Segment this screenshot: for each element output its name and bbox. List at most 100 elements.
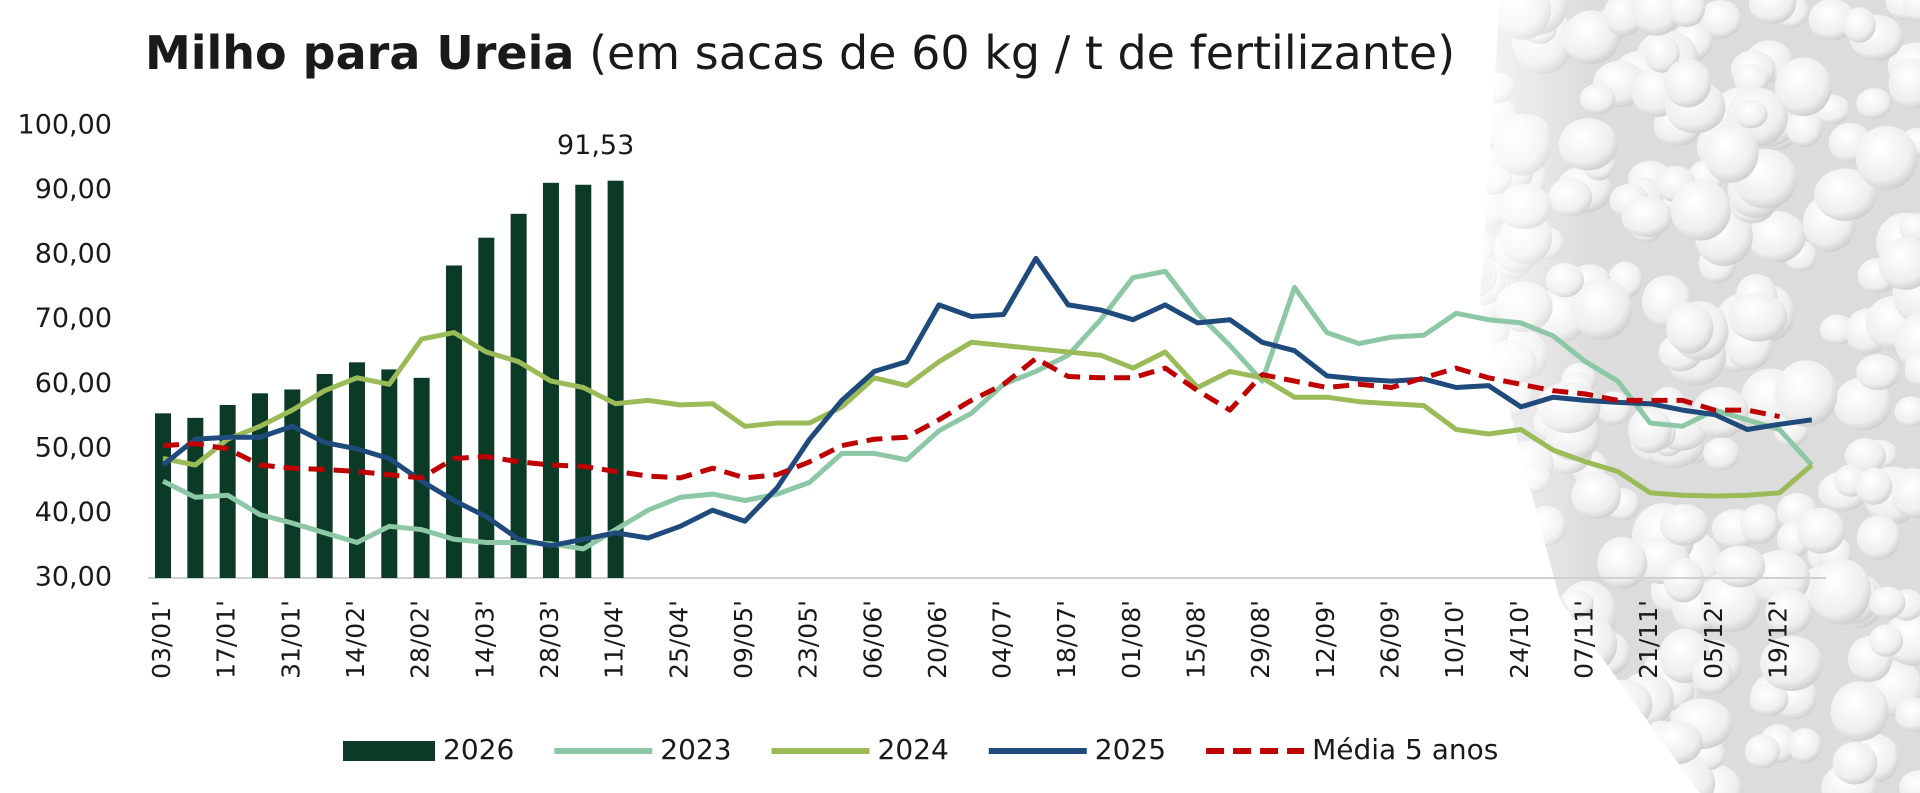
x-tick-label: 07/11' [1570,600,1599,679]
x-tick-label: 26/09' [1376,600,1405,679]
pellet [1728,292,1788,342]
bar [284,389,301,578]
pellet [1740,504,1779,544]
pellet [1796,507,1845,554]
x-tick-label: 05/12' [1699,600,1728,679]
pellet [1659,504,1709,546]
pellet [1596,679,1653,729]
pellet [1760,635,1824,691]
legend-label: 2023 [660,733,731,766]
pellet [1667,0,1706,28]
x-tick-label: 10/10' [1440,600,1469,679]
pellet [1814,168,1877,221]
x-tick-label: 19/12' [1764,600,1793,679]
pellet [1644,34,1680,73]
pellet [1749,682,1789,716]
pellet [1744,734,1780,769]
bar [510,213,527,578]
pellet [1692,655,1733,695]
pellet [1830,681,1889,741]
pellet [1649,720,1703,765]
pellet [1703,437,1740,471]
line [161,255,1813,549]
x-tick-label: 24/10' [1505,600,1534,679]
y-tick-label: 70,00 [35,303,112,334]
pellet [1855,467,1893,505]
bar [478,237,495,579]
y-tick-label: 50,00 [35,432,112,463]
bar [348,362,365,578]
pellet [1878,237,1920,290]
x-tick-label: 03/01' [147,600,176,679]
bar [575,184,592,578]
x-tick-label: 20/06' [923,600,952,679]
pellet [1832,741,1878,785]
subtitle: (em sacas de 60 kg / t de fertilizante) [589,26,1455,80]
bar [607,180,624,578]
plot-area: 30,00 40,00 50,00 60,00 70,00 80,00 90,00 100,0… [18,110,1826,766]
pellet [1891,470,1920,519]
pellet [1670,179,1731,241]
pellet [1856,354,1900,391]
x-tick-label: 01/08' [1117,600,1146,679]
pellet [1856,88,1892,119]
x-tick-label: 12/09' [1311,600,1340,679]
x-tick-label: 29/08' [1246,600,1275,679]
pellet [1734,99,1768,129]
y-tick-label: 80,00 [35,239,112,270]
y-tick-label: 60,00 [35,368,112,399]
pellet [1748,210,1806,263]
pellet [1809,558,1871,625]
bar [316,373,333,578]
y-tick-label: 40,00 [35,497,112,528]
pellet [1856,515,1901,560]
pellet [1842,7,1876,43]
pellet [1894,396,1920,427]
x-tick-label: 21/11' [1634,600,1663,679]
pellet [1774,360,1838,427]
pellet [1868,624,1904,657]
x-tick-label: 31/01' [276,600,305,679]
data-label: 91,53 [557,130,634,161]
pellet [1844,438,1886,474]
pellet [1819,314,1855,345]
pellet [1869,586,1906,619]
x-tick-label: 14/03' [470,600,499,679]
x-tick-label: 15/08' [1182,600,1211,679]
pellet [1898,770,1920,793]
pellet [1663,557,1704,603]
legend-label: Média 5 anos [1312,733,1498,766]
pellet [1748,0,1797,24]
pellet [1786,109,1823,148]
x-tick-label: 28/02' [406,600,435,679]
x-tick-label: 11/04' [600,600,629,679]
x-tick-label: 06/06' [858,600,887,679]
y-tick-label: 30,00 [35,562,112,593]
pellet [1733,64,1769,96]
x-tick-label: 28/03' [535,600,564,679]
legend-label: 2024 [878,733,949,766]
bar [219,404,236,578]
x-tick-label: 09/05' [729,600,758,679]
pellet [1596,391,1632,426]
pellet [1883,612,1920,666]
x-tick-label: 14/02' [341,600,370,679]
legend-label: 2026 [443,733,514,766]
bar [155,413,171,578]
y-tick-label: 100,00 [18,110,112,141]
line [162,356,1780,481]
title: Milho para Ureia [145,26,574,80]
pellet [1765,589,1813,635]
x-tick-label: 04/07' [988,600,1017,679]
chart-title: Milho para Ureia (em sacas de 60 kg / t … [145,26,1455,80]
pellet [1895,697,1920,732]
pellet [1788,728,1822,763]
pellet [1902,0,1920,22]
pellet [1899,213,1920,244]
pellet [1664,59,1712,108]
line [161,268,1814,552]
pellet [1621,196,1673,238]
pellet [1833,377,1892,431]
